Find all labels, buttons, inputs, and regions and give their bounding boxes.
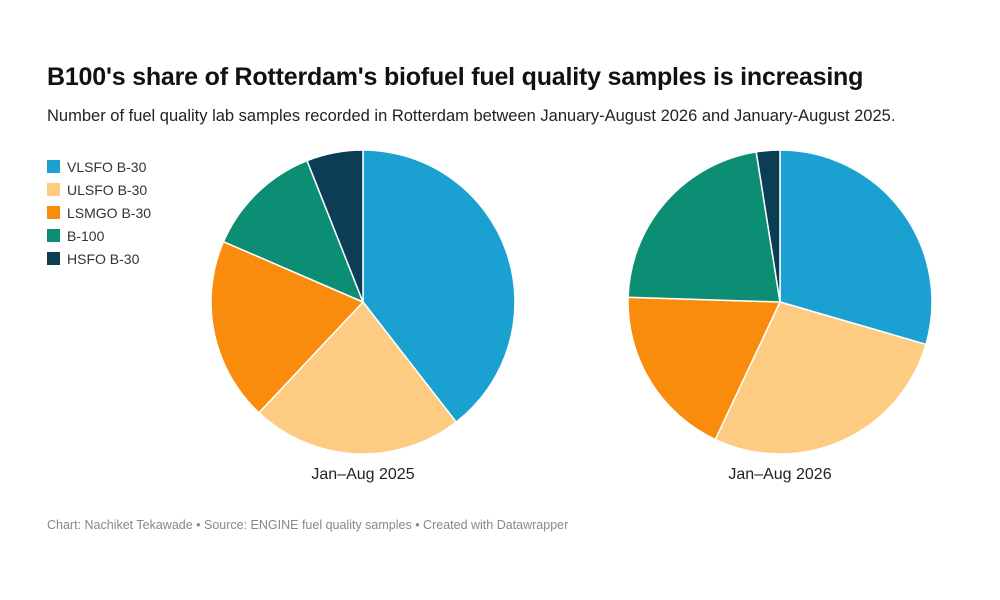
pie-slice-ulsfo-b-30 <box>258 301 457 455</box>
legend-item: LSMGO B-30 <box>47 201 151 224</box>
pie-slice-lsmgo-b-30 <box>210 240 364 414</box>
legend-swatch <box>47 183 60 196</box>
legend-label: HSFO B-30 <box>67 250 140 267</box>
pie-slice-ulsfo-b-30 <box>714 301 927 455</box>
pie-slice-vlsfo-b-30 <box>362 149 516 423</box>
legend-item: ULSFO B-30 <box>47 178 151 201</box>
legend-label: VLSFO B-30 <box>67 158 147 175</box>
legend-swatch <box>47 229 60 242</box>
legend: VLSFO B-30 ULSFO B-30 LSMGO B-30 B-100 HSFO … <box>47 155 151 270</box>
pie-slice-b-100 <box>627 151 781 303</box>
pie-label-2026: Jan–Aug 2026 <box>728 466 832 483</box>
chart-title: B100's share of Rotterdam's biofuel fuel… <box>47 63 864 91</box>
legend-swatch <box>47 160 60 173</box>
pie-slice-lsmgo-b-30 <box>627 296 781 441</box>
pie-slice-hsfo-b-30 <box>755 149 781 303</box>
pie-label-2025: Jan–Aug 2025 <box>311 466 415 483</box>
legend-label: B-100 <box>67 227 105 244</box>
pie-slice-b-100 <box>222 159 364 303</box>
pie-chart-2025 <box>210 149 516 455</box>
pie-slice-hsfo-b-30 <box>306 149 364 303</box>
legend-swatch <box>47 206 60 219</box>
legend-item: B-100 <box>47 224 151 247</box>
chart-subtitle: Number of fuel quality lab samples recor… <box>47 107 896 125</box>
legend-item: HSFO B-30 <box>47 247 151 270</box>
legend-item: VLSFO B-30 <box>47 155 151 178</box>
legend-swatch <box>47 252 60 265</box>
pie-slice-vlsfo-b-30 <box>779 149 933 346</box>
legend-label: ULSFO B-30 <box>67 181 148 198</box>
legend-label: LSMGO B-30 <box>67 204 152 221</box>
chart-footer: Chart: Nachiket Tekawade • Source: ENGIN… <box>47 518 569 532</box>
pie-chart-2026 <box>627 149 933 455</box>
